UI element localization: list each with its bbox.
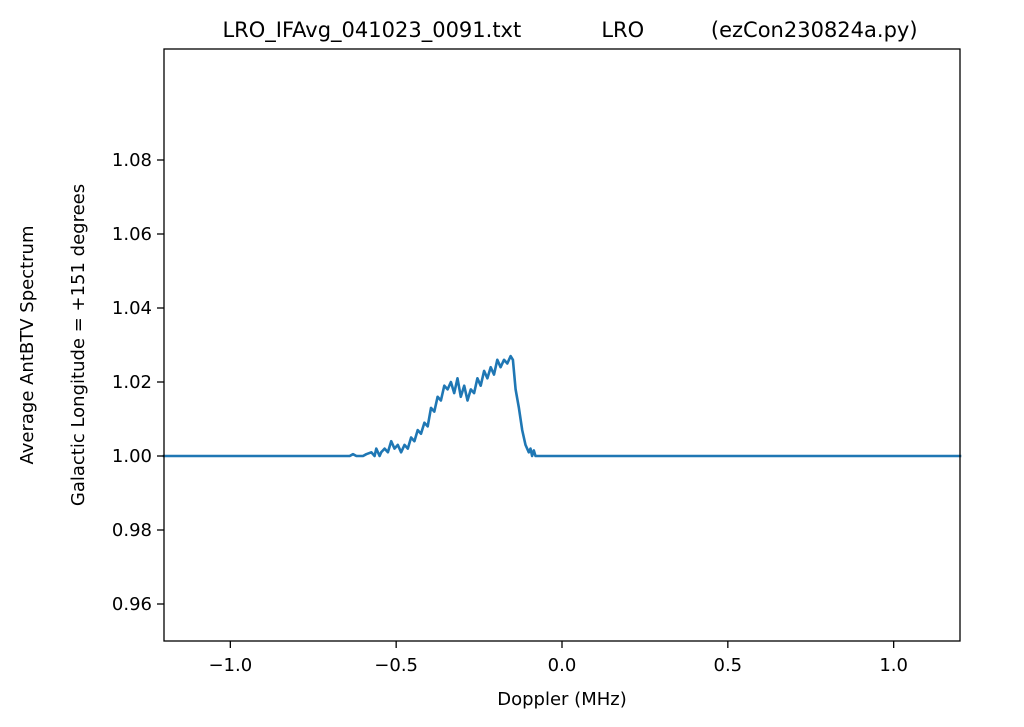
y-tick-label: 0.98 [112, 520, 152, 541]
spectrum-line [162, 354, 962, 458]
y-axis-label-outer: Average AntBTV Spectrum [17, 225, 38, 464]
y-tick-label: 1.06 [112, 224, 152, 245]
chart-title: LRO_IFAvg_041023_0091.txt LRO (ezCon2308… [222, 18, 917, 43]
plot-area [162, 354, 962, 458]
y-tick-label: 1.00 [112, 446, 152, 467]
x-axis-label: Doppler (MHz) [497, 689, 626, 710]
x-tick-label: −1.0 [208, 655, 252, 676]
y-tick-label: 1.04 [112, 298, 152, 319]
x-tick-label: 0.5 [714, 655, 743, 676]
x-tick-label: −0.5 [374, 655, 418, 676]
y-tick-label: 0.96 [112, 594, 152, 615]
y-axis: 0.96 0.98 1.00 1.02 1.04 1.06 1.08 [112, 150, 164, 615]
y-tick-label: 1.02 [112, 372, 152, 393]
y-axis-label-inner: Galactic Longitude = +151 degrees [68, 184, 89, 506]
x-tick-label: 1.0 [879, 655, 908, 676]
x-tick-label: 0.0 [548, 655, 577, 676]
x-axis: −1.0 −0.5 0.0 0.5 1.0 [208, 641, 908, 676]
y-tick-label: 1.08 [112, 150, 152, 171]
